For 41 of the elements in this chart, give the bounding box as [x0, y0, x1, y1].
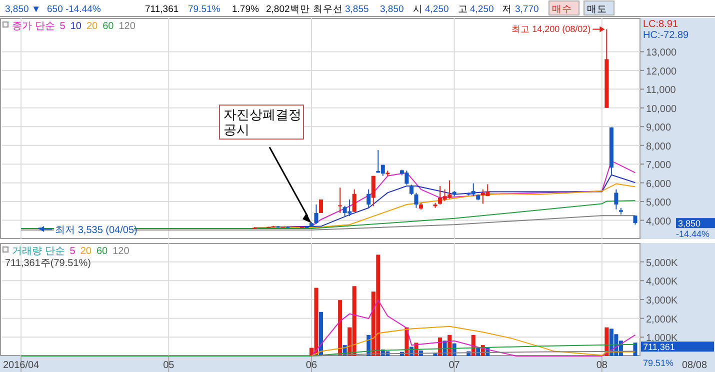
x-tick-label: 07 [448, 360, 460, 371]
y-tick-label: 8,000 [646, 141, 672, 152]
annotation: 자진상폐결정 공시 [223, 107, 302, 138]
y-tick-label: 2,000K [646, 314, 678, 326]
candlestick [366, 188, 371, 208]
y-tick-label: 5,000 [646, 198, 672, 209]
bar [633, 342, 638, 356]
candlestick [371, 175, 376, 207]
y-tick-label: 13,000 [646, 48, 678, 59]
legend-title: 종가 단순 [12, 21, 55, 32]
legend-title: 거래량 단순 [12, 246, 65, 257]
bar [338, 300, 342, 356]
bar [319, 312, 323, 356]
candlestick [352, 188, 356, 212]
candlestick [409, 184, 414, 196]
y-tick-label: 11,000 [646, 85, 676, 96]
y-tick-label: 5,000K [646, 258, 678, 269]
candlestick [414, 192, 418, 208]
x-tick-label: 2016/04 [2, 360, 40, 371]
y-tick-label: 6,000 [646, 178, 672, 190]
y-tick-label: 10,000 [646, 104, 678, 115]
x-tick-label: 08 [596, 360, 608, 371]
candlestick [338, 187, 342, 214]
y-tick-label: 12,000 [646, 66, 678, 78]
x-tick-label: 06 [306, 360, 318, 371]
y-tick-label: 4,000K [646, 276, 678, 288]
y-tick-label: 3,000K [646, 296, 678, 306]
line-series [20, 344, 636, 356]
y-tick-label: 1,000K [646, 333, 678, 344]
y-tick-label: 9,000 [646, 122, 672, 134]
y-tick-label: 7,000 [646, 160, 672, 172]
candlestick [614, 188, 618, 210]
line-series [311, 300, 636, 356]
annotation: 최저 3,535 (04/05) [55, 224, 138, 236]
line-series [254, 183, 636, 228]
candlestick [314, 204, 318, 225]
legend: 거래량 단순 5 20 60 120 [2, 246, 130, 257]
line-series [254, 174, 636, 228]
legend: 종가 단순 5 10 20 60 120 [2, 21, 136, 32]
x-tick-label: 05 [163, 360, 175, 371]
y-tick-label: 4,000 [646, 216, 672, 228]
